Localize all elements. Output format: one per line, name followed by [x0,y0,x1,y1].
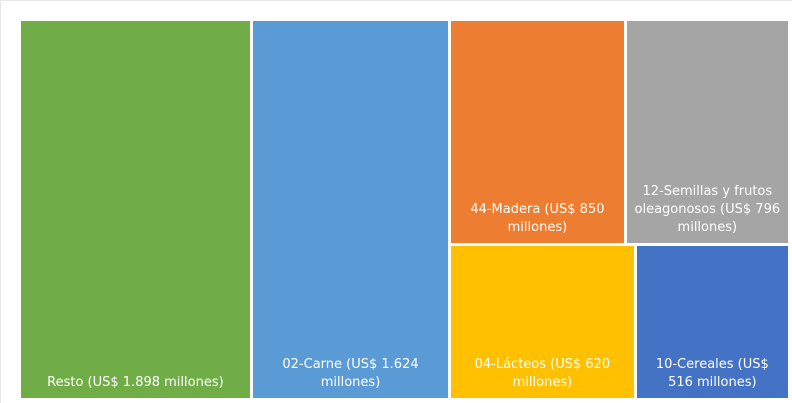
treemap-cell: 44-Madera (US$ 850 millones) [451,21,624,243]
cell-label: 44-Madera (US$ 850 millones) [470,201,605,235]
treemap-cell: 04-Lácteos (US$ 620 millones) [451,245,634,398]
cell-label: Resto (US$ 1.898 millones) [47,375,224,390]
cell-label: 12-Semillas y frutos oleagonosos (US$ 79… [634,183,781,235]
treemap-cell: 12-Semillas y frutos oleagonosos (US$ 79… [626,21,788,243]
cell-label: 02-Carne (US$ 1.624 millones) [282,357,419,390]
treemap-cell: 02-Carne (US$ 1.624 millones) [252,21,449,398]
cell-label: 04-Lácteos (US$ 620 millones) [474,356,611,390]
treemap-cell: Resto (US$ 1.898 millones) [21,21,250,398]
treemap-cell: 10-Cereales (US$ 516 millones) [636,245,788,398]
cell-label: 10-Cereales (US$ 516 millones) [655,356,769,390]
